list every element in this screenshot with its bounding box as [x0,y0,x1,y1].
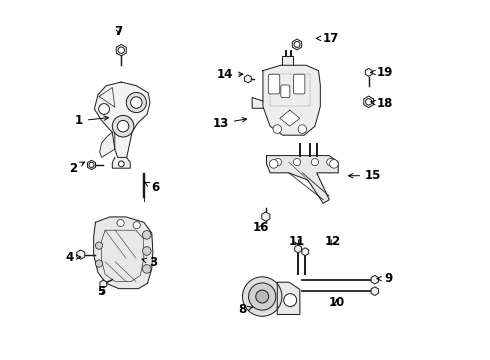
Text: 4: 4 [65,251,81,264]
Text: 16: 16 [253,221,270,234]
Text: 15: 15 [348,169,382,182]
Circle shape [126,93,147,113]
Polygon shape [116,44,126,56]
Circle shape [117,121,129,132]
Text: 13: 13 [213,117,246,130]
Circle shape [366,99,372,105]
FancyBboxPatch shape [269,74,280,94]
Text: 7: 7 [115,25,123,38]
Polygon shape [88,160,96,170]
Polygon shape [252,98,263,108]
Circle shape [133,222,140,229]
Circle shape [311,158,318,166]
Circle shape [143,230,151,239]
Text: 14: 14 [217,68,243,81]
Polygon shape [94,217,153,289]
Circle shape [98,104,109,114]
Polygon shape [294,245,301,253]
Text: 5: 5 [97,285,105,298]
Circle shape [117,220,124,226]
Polygon shape [282,56,293,65]
Text: 12: 12 [325,235,341,248]
Circle shape [327,158,334,166]
Text: 8: 8 [239,303,252,316]
Polygon shape [371,275,379,284]
Polygon shape [364,96,374,108]
Text: 3: 3 [142,256,157,269]
Circle shape [118,47,124,53]
Text: 2: 2 [69,162,84,175]
Text: 17: 17 [316,32,340,45]
Polygon shape [263,65,320,135]
Circle shape [89,162,94,167]
Text: 19: 19 [371,66,393,79]
Circle shape [96,260,102,267]
FancyBboxPatch shape [281,85,290,98]
Polygon shape [277,282,300,315]
Polygon shape [100,280,107,288]
Polygon shape [100,132,115,157]
Text: 6: 6 [145,181,159,194]
Circle shape [270,159,278,168]
Circle shape [112,116,134,137]
Circle shape [284,294,296,307]
Circle shape [298,125,307,134]
Circle shape [274,158,282,166]
Circle shape [119,161,124,167]
Polygon shape [366,68,372,76]
Circle shape [248,283,276,310]
Polygon shape [280,110,300,126]
Polygon shape [95,82,150,157]
Circle shape [294,41,300,48]
Polygon shape [262,212,270,221]
Circle shape [143,265,151,273]
Text: 10: 10 [328,296,344,309]
Text: 9: 9 [377,272,392,285]
Polygon shape [302,248,309,256]
Text: 1: 1 [75,114,108,127]
Circle shape [131,97,142,108]
Circle shape [294,158,300,166]
Circle shape [273,125,282,134]
Text: 18: 18 [371,98,393,111]
Polygon shape [112,157,130,168]
Circle shape [256,290,269,303]
Polygon shape [371,287,379,296]
Text: 11: 11 [289,235,305,248]
FancyBboxPatch shape [294,74,305,94]
Circle shape [143,247,151,255]
Circle shape [96,242,102,249]
Circle shape [330,159,338,168]
Polygon shape [77,250,85,259]
Polygon shape [267,156,338,203]
Polygon shape [293,39,302,50]
Circle shape [243,277,282,316]
Polygon shape [245,75,251,83]
